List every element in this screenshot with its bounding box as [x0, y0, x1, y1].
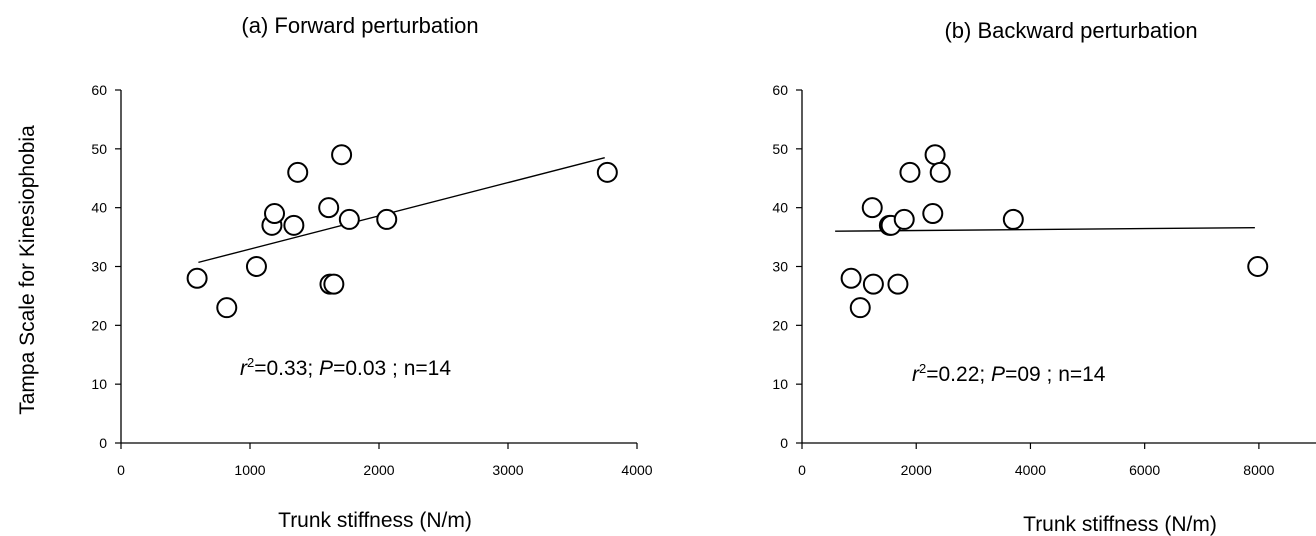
r-symbol: r [240, 357, 248, 380]
x-axis-label: Trunk stiffness (N/m) [1023, 513, 1217, 536]
data-point [1247, 256, 1269, 277]
y-axis-label: Tampa Scale for Kinesiophobia [16, 125, 39, 415]
y-tick-label: 20 [91, 317, 107, 333]
y-tick-label: 60 [772, 82, 788, 98]
data-point [596, 161, 618, 183]
p-value: =09 ; n=14 [1005, 363, 1106, 386]
p-symbol: P [319, 357, 333, 380]
data-point [245, 256, 267, 277]
y-tick-label: 40 [91, 200, 107, 216]
y-tick-label: 30 [772, 259, 788, 275]
data-point [861, 197, 883, 219]
x-tick-label: 6000 [1129, 462, 1160, 478]
data-point [376, 208, 398, 230]
data-point [283, 214, 305, 236]
r-superscript: 2 [247, 355, 254, 370]
data-point [1002, 208, 1024, 230]
data-point [849, 297, 871, 319]
x-tick-label: 4000 [621, 462, 652, 478]
x-tick-label: 4000 [1015, 462, 1046, 478]
y-tick-label: 60 [91, 82, 107, 98]
data-point [318, 197, 340, 219]
data-point [922, 203, 944, 225]
y-tick-label: 10 [772, 376, 788, 392]
data-point [893, 208, 915, 230]
y-tick-label: 50 [91, 141, 107, 157]
panel-title: (a) Forward perturbation [241, 13, 478, 38]
data-point [323, 273, 345, 295]
trend-line [835, 226, 1255, 232]
data-point [924, 144, 946, 166]
y-tick-label: 10 [91, 376, 107, 392]
y-tick-label: 0 [99, 435, 107, 451]
r-value: =0.22; [926, 363, 991, 386]
x-tick-label: 0 [798, 462, 806, 478]
x-tick-label: 8000 [1243, 462, 1274, 478]
data-point [840, 267, 862, 289]
y-tick-label: 40 [772, 200, 788, 216]
panel-forward: (a) Forward perturbation Trunk stiffness… [91, 13, 652, 532]
x-tick-label: 0 [117, 462, 125, 478]
panel-title: (b) Backward perturbation [944, 18, 1197, 43]
stats-annotation: r2=0.33; P=0.03 ; n=14 [240, 355, 451, 380]
y-tick-label: 50 [772, 141, 788, 157]
data-point [887, 273, 909, 295]
r-value: =0.33; [254, 357, 319, 380]
x-axis-label: Trunk stiffness (N/m) [278, 509, 472, 532]
r-symbol: r [912, 363, 920, 386]
x-tick-label: 2000 [363, 462, 394, 478]
data-point [287, 161, 309, 183]
x-tick-label: 3000 [492, 462, 523, 478]
p-value: =0.03 ; n=14 [333, 357, 451, 380]
y-tick-label: 30 [91, 259, 107, 275]
y-tick-label: 0 [780, 435, 788, 451]
r-superscript: 2 [919, 361, 926, 376]
panel-backward: (b) Backward perturbation Trunk stiffnes… [772, 18, 1316, 536]
trend-line [198, 156, 605, 264]
x-tick-label: 1000 [234, 462, 265, 478]
stats-annotation: r2=0.22; P=09 ; n=14 [912, 361, 1106, 386]
data-point [929, 161, 951, 183]
x-tick-label: 2000 [901, 462, 932, 478]
p-symbol: P [991, 363, 1005, 386]
data-point [862, 273, 884, 295]
data-point [264, 203, 286, 225]
data-point [331, 144, 353, 166]
y-tick-label: 20 [772, 317, 788, 333]
data-point [899, 161, 921, 183]
data-point [186, 267, 208, 289]
data-point [216, 297, 238, 319]
data-point [338, 208, 360, 230]
